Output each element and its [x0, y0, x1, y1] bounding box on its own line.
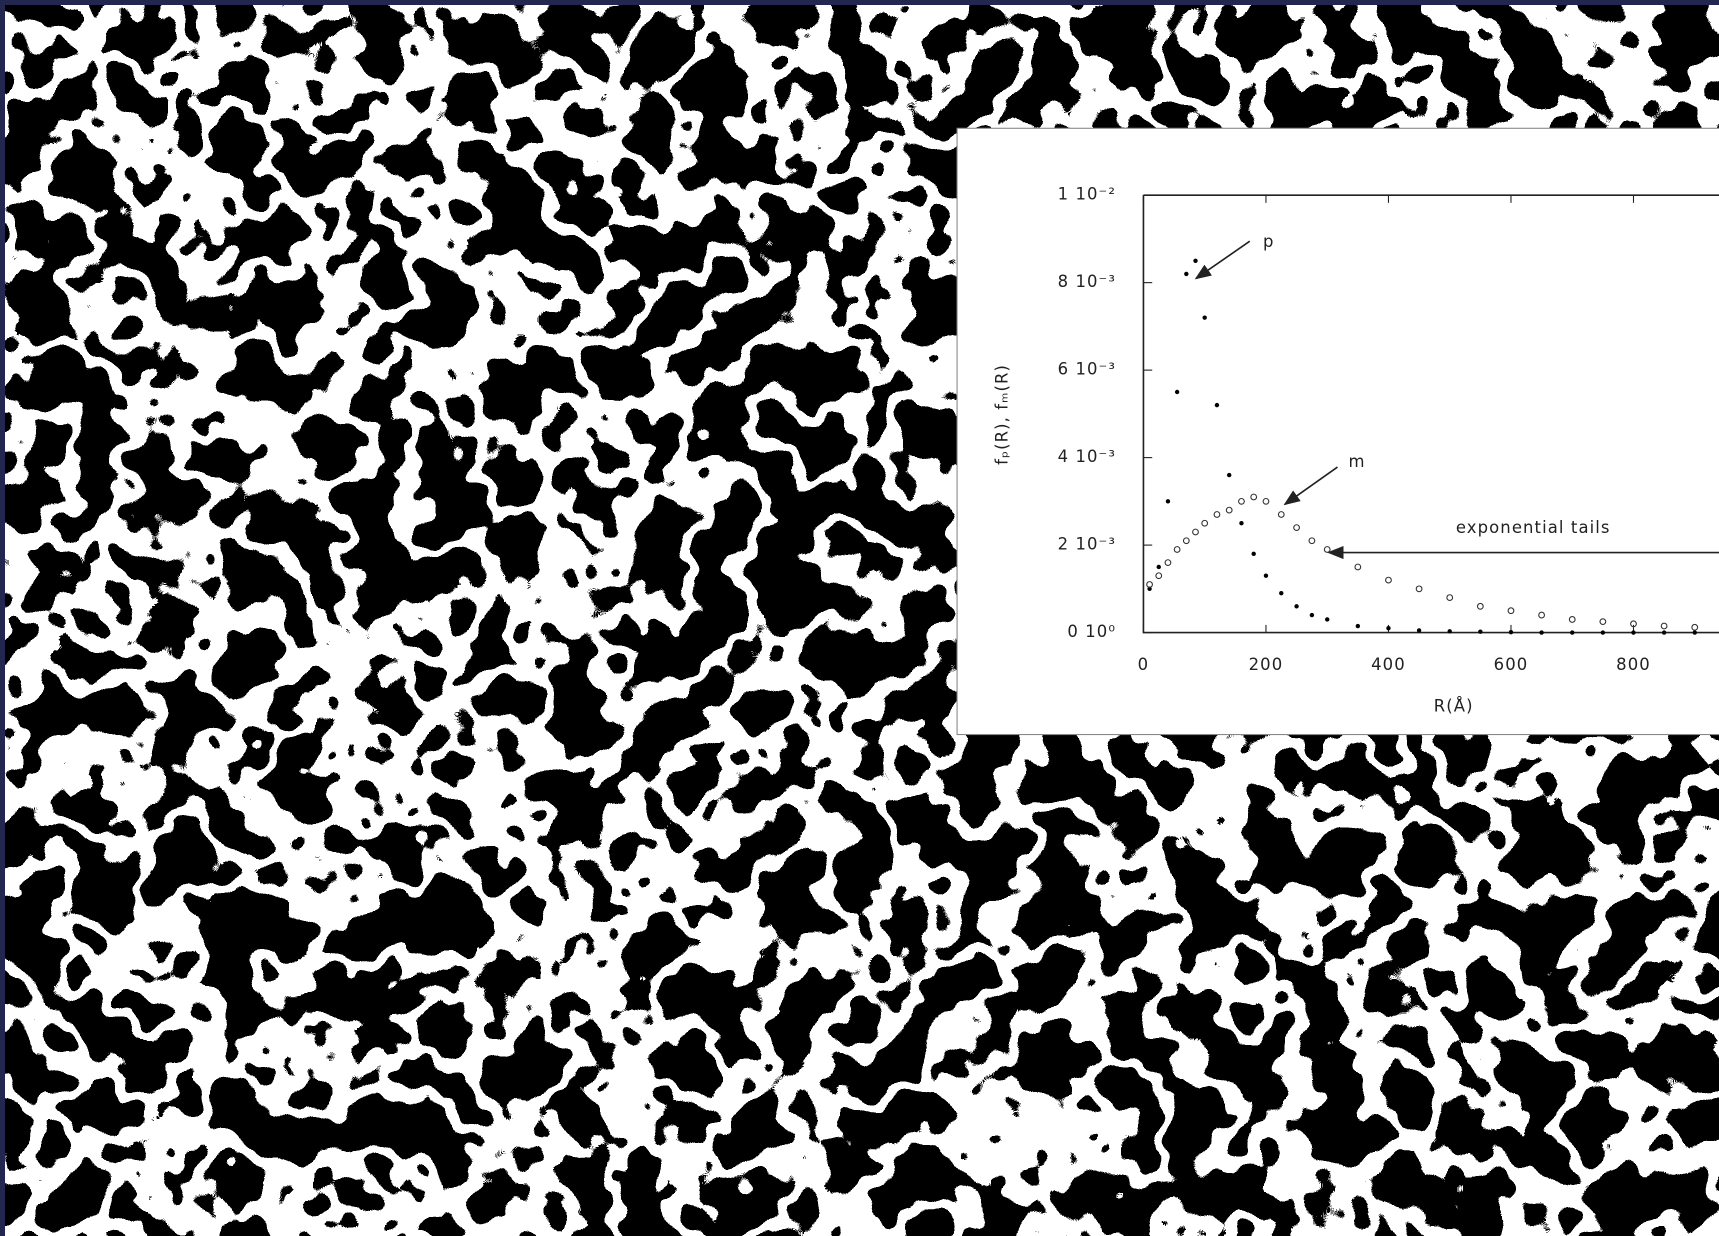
point: [1193, 258, 1198, 263]
point: [1447, 629, 1452, 634]
point: [1156, 564, 1161, 570]
point: [1184, 271, 1189, 277]
point: [1192, 528, 1199, 536]
x-tick-label: 800: [1616, 655, 1651, 674]
point: [1385, 576, 1392, 584]
point: [1631, 630, 1636, 635]
point: [1415, 585, 1423, 593]
y-tick-label: 4 10⁻³: [1058, 447, 1116, 466]
point: [1277, 511, 1285, 518]
point: [1386, 626, 1391, 631]
arrow: [1194, 240, 1251, 280]
point: [1308, 537, 1316, 545]
point: [1630, 620, 1637, 628]
point: [1213, 511, 1221, 518]
annotation: m: [1348, 452, 1365, 471]
y-tick-label: 0 10⁰: [1067, 622, 1116, 641]
point: [1692, 630, 1697, 635]
y-tick-label: 6 10⁻³: [1058, 360, 1116, 379]
point: [1508, 629, 1514, 635]
point: [1202, 315, 1207, 320]
point: [1416, 628, 1422, 633]
inset-panel: [956, 127, 1719, 736]
point: [1691, 623, 1699, 631]
point: [1155, 572, 1163, 580]
point: [1355, 623, 1361, 629]
annotation: p: [1263, 232, 1275, 251]
point: [1478, 629, 1483, 634]
x-tick-label: 600: [1494, 655, 1529, 674]
point: [1182, 537, 1190, 545]
point: [1250, 493, 1258, 501]
point: [1293, 524, 1300, 531]
point: [1476, 602, 1484, 610]
point: [1446, 594, 1454, 601]
y-tick-label: 2 10⁻³: [1058, 535, 1116, 554]
point: [1214, 402, 1220, 408]
point: [1164, 559, 1172, 566]
y-tick-label: 1 10⁻²: [1058, 185, 1116, 204]
point: [1238, 497, 1245, 505]
point: [1354, 563, 1362, 571]
point: [1325, 617, 1330, 622]
point: [1660, 622, 1668, 630]
point: [1279, 591, 1284, 596]
x-tick-label: 400: [1371, 655, 1406, 674]
annotation: exponential tails: [1456, 518, 1611, 537]
y-axis-label: fₚ(R), fₘ(R): [993, 364, 1012, 465]
point: [1201, 519, 1209, 527]
point: [1309, 612, 1315, 618]
point: [1146, 581, 1153, 588]
point: [1323, 546, 1331, 553]
point: [1599, 618, 1607, 626]
point: [1173, 546, 1181, 553]
point: [1174, 389, 1180, 395]
arrow: [1283, 466, 1338, 506]
x-tick-label: 200: [1249, 655, 1284, 674]
point: [1570, 630, 1575, 635]
x-tick-label: 0: [1138, 655, 1150, 674]
point: [1147, 586, 1152, 592]
inset: R(Å) fₚ(R), fₘ(R) p m exponential tails …: [956, 127, 1719, 736]
point: [1262, 497, 1270, 505]
point: [1227, 472, 1232, 478]
point: [1507, 607, 1515, 615]
point: [1661, 630, 1667, 635]
point: [1263, 573, 1269, 578]
point: [1165, 499, 1171, 504]
point: [1225, 506, 1233, 514]
point: [1600, 630, 1606, 635]
point: [1239, 521, 1244, 526]
point: [1538, 611, 1546, 619]
point: [1568, 616, 1576, 623]
y-tick-label: 8 10⁻³: [1058, 272, 1116, 291]
x-axis-label: R(Å): [1434, 697, 1474, 716]
point: [1539, 630, 1544, 635]
point: [1251, 551, 1256, 557]
point: [1294, 604, 1299, 609]
